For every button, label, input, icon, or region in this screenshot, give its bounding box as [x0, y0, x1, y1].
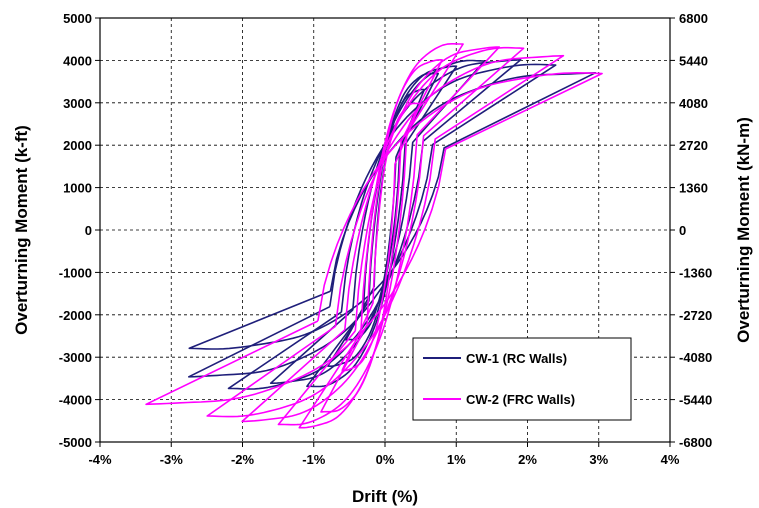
hysteresis-loop — [188, 63, 557, 378]
y2-tick-label: 4080 — [679, 96, 708, 111]
y2-tick-label: -1360 — [679, 265, 712, 280]
x-tick-label: -1% — [302, 452, 326, 467]
y-tick-label: -3000 — [59, 350, 92, 365]
y2-tick-label: 6800 — [679, 11, 708, 26]
y2-tick-label: 1360 — [679, 181, 708, 196]
legend-label-cw1: CW-1 (RC Walls) — [466, 351, 567, 366]
x-tick-label: 0% — [376, 452, 395, 467]
x-tick-label: 1% — [447, 452, 466, 467]
y-tick-label: 0 — [85, 223, 92, 238]
y2-axis-title: Overturning Moment (kN-m) — [734, 117, 753, 343]
y2-tick-label: 2720 — [679, 138, 708, 153]
y-tick-label: -1000 — [59, 265, 92, 280]
hysteresis-loop — [277, 46, 501, 426]
y2-tick-label: -6800 — [679, 435, 712, 450]
x-tick-label: -3% — [160, 452, 184, 467]
legend-box — [412, 337, 632, 421]
hysteresis-loop — [145, 72, 603, 406]
hysteresis-loop — [241, 46, 525, 423]
y2-tick-label: -2720 — [679, 308, 712, 323]
y-tick-label: 1000 — [63, 181, 92, 196]
y2-tick-label: -5440 — [679, 393, 712, 408]
legend: CW-1 (RC Walls) CW-2 (FRC Walls) — [412, 337, 632, 421]
x-tick-label: 4% — [661, 452, 680, 467]
y-tick-label: -5000 — [59, 435, 92, 450]
y-tick-label: 3000 — [63, 96, 92, 111]
y2-tick-label: 0 — [679, 223, 686, 238]
gridlines — [100, 18, 670, 442]
hysteresis-loop — [188, 72, 597, 350]
legend-label-cw2: CW-2 (FRC Walls) — [466, 392, 575, 407]
series-cw2 — [145, 43, 603, 429]
y2-tick-label: -4080 — [679, 350, 712, 365]
x-tick-label: 3% — [589, 452, 608, 467]
x-axis-title: Drift (%) — [352, 487, 418, 506]
y-tick-label: 4000 — [63, 53, 92, 68]
series-layer — [145, 43, 603, 429]
series-cw1 — [188, 59, 597, 390]
y-tick-label: -4000 — [59, 393, 92, 408]
y-tick-label: 2000 — [63, 138, 92, 153]
y2-tick-label: 5440 — [679, 53, 708, 68]
hysteresis-loop — [206, 54, 565, 418]
y-axis-title: Overturning Moment (k-ft) — [12, 125, 31, 335]
tick-layer: -4% -3% -2% -1% 0% 1% 2% 3% 4% -5000 -4000 -3000 -20… — [59, 11, 713, 467]
y-tick-label: 5000 — [63, 11, 92, 26]
x-tick-label: 2% — [518, 452, 537, 467]
x-tick-label: -4% — [88, 452, 112, 467]
hysteresis-loop — [269, 59, 486, 384]
hysteresis-loop — [327, 72, 439, 367]
x-tick-label: -2% — [231, 452, 255, 467]
y-tick-label: -2000 — [59, 308, 92, 323]
